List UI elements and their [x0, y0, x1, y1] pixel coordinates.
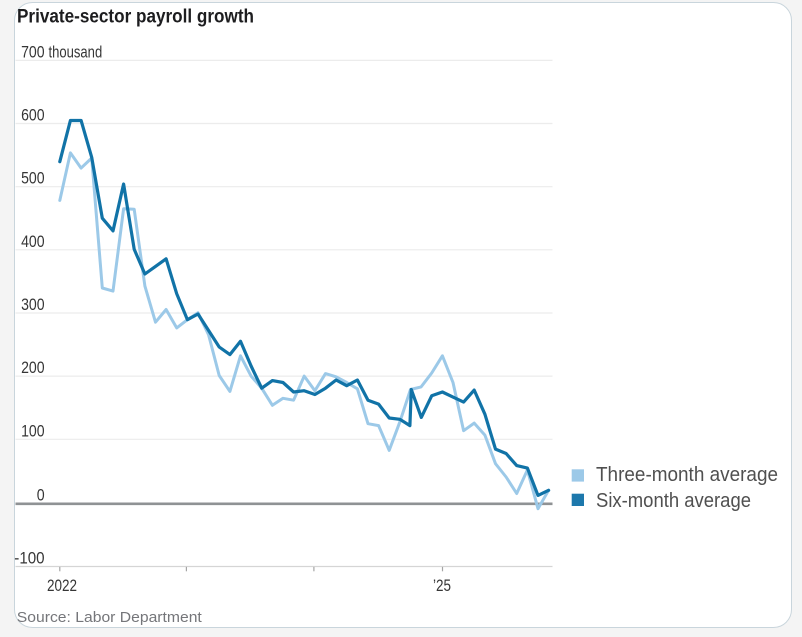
svg-text:Private-sector payroll growth: Private-sector payroll growth — [17, 7, 254, 28]
svg-text:Three-month average: Three-month average — [596, 464, 778, 486]
svg-text:-100: -100 — [14, 550, 44, 568]
svg-text:0: 0 — [37, 486, 45, 504]
svg-text:200: 200 — [21, 359, 45, 377]
svg-text:Source: Labor Department: Source: Labor Department — [17, 610, 202, 626]
svg-text:2022: 2022 — [47, 577, 77, 595]
svg-text:thousand: thousand — [49, 43, 103, 61]
svg-text:400: 400 — [21, 233, 45, 251]
svg-text:700: 700 — [21, 43, 45, 61]
svg-text:600: 600 — [21, 107, 45, 125]
svg-text:’25: ’25 — [433, 577, 451, 595]
svg-text:300: 300 — [21, 296, 45, 314]
svg-text:500: 500 — [21, 170, 45, 188]
svg-text:100: 100 — [21, 422, 45, 440]
svg-text:Six-month average: Six-month average — [596, 490, 751, 512]
